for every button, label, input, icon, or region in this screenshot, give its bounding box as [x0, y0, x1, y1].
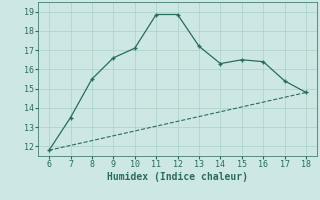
X-axis label: Humidex (Indice chaleur): Humidex (Indice chaleur) [107, 172, 248, 182]
